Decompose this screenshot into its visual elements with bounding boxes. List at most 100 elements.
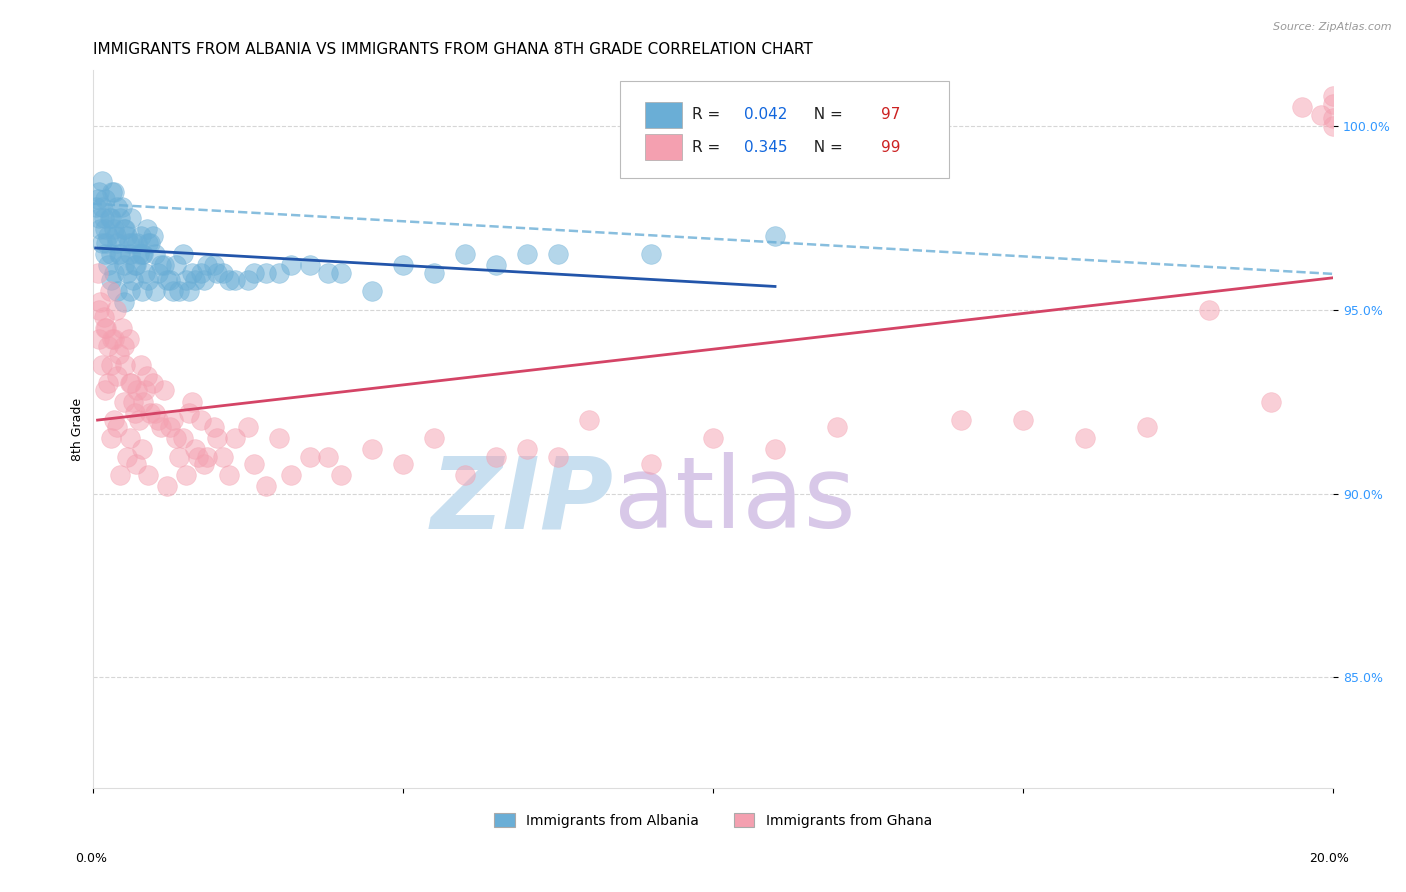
Point — [110, 247, 132, 261]
Point — [1198, 302, 1220, 317]
Point — [110, 468, 132, 483]
Point — [1322, 89, 1344, 103]
Point — [184, 273, 207, 287]
Point — [1074, 431, 1097, 445]
Point — [90, 358, 112, 372]
Point — [100, 431, 122, 445]
Text: N =: N = — [804, 140, 848, 154]
Point — [93, 310, 115, 324]
Text: R =: R = — [692, 140, 725, 154]
Point — [111, 321, 134, 335]
Point — [105, 284, 128, 298]
Point — [391, 259, 413, 273]
Point — [329, 468, 352, 483]
Point — [243, 266, 266, 280]
Point — [165, 259, 187, 273]
Point — [763, 442, 786, 457]
Point — [391, 457, 413, 471]
Point — [100, 273, 122, 287]
Point — [89, 295, 111, 310]
Point — [162, 413, 184, 427]
Point — [125, 259, 148, 273]
Point — [205, 431, 228, 445]
Point — [174, 273, 197, 287]
Point — [134, 266, 156, 280]
Point — [516, 442, 538, 457]
Point — [110, 211, 132, 225]
Text: 0.042: 0.042 — [744, 107, 787, 122]
FancyBboxPatch shape — [645, 102, 682, 128]
Point — [224, 273, 246, 287]
Point — [153, 384, 176, 398]
Point — [90, 236, 112, 251]
Point — [117, 236, 139, 251]
Point — [134, 384, 156, 398]
Text: atlas: atlas — [614, 452, 855, 549]
Point — [90, 174, 112, 188]
Point — [103, 332, 125, 346]
Y-axis label: 8th Grade: 8th Grade — [72, 398, 84, 460]
Text: N =: N = — [804, 107, 848, 122]
Point — [131, 442, 153, 457]
Point — [127, 236, 149, 251]
Point — [87, 332, 110, 346]
Point — [702, 431, 724, 445]
Point — [114, 358, 136, 372]
Point — [112, 295, 135, 310]
Point — [100, 358, 122, 372]
Point — [169, 284, 191, 298]
Point — [224, 431, 246, 445]
Point — [118, 284, 141, 298]
Point — [105, 229, 128, 244]
Point — [156, 479, 179, 493]
Point — [122, 236, 145, 251]
Point — [94, 221, 117, 235]
Point — [454, 468, 477, 483]
Point — [118, 431, 141, 445]
Point — [156, 273, 179, 287]
Point — [143, 247, 166, 261]
Point — [103, 221, 125, 235]
Point — [149, 259, 172, 273]
FancyBboxPatch shape — [620, 81, 949, 178]
Point — [1322, 112, 1344, 126]
Point — [117, 332, 139, 346]
Point — [112, 394, 135, 409]
Point — [142, 376, 165, 391]
Point — [202, 420, 225, 434]
Point — [122, 394, 145, 409]
Point — [138, 236, 160, 251]
Point — [103, 413, 125, 427]
Point — [112, 259, 135, 273]
Point — [298, 450, 321, 464]
Point — [1322, 96, 1344, 111]
Point — [159, 273, 181, 287]
Point — [124, 406, 146, 420]
Point — [205, 266, 228, 280]
Point — [190, 266, 212, 280]
Point — [169, 450, 191, 464]
Point — [298, 259, 321, 273]
Point — [94, 321, 117, 335]
Point — [138, 273, 160, 287]
Point — [87, 185, 110, 199]
Point — [100, 247, 122, 261]
Point — [212, 266, 235, 280]
Point — [146, 413, 169, 427]
Point — [87, 302, 110, 317]
Point — [97, 229, 120, 244]
Point — [98, 211, 121, 225]
Point — [105, 302, 128, 317]
Point — [177, 406, 200, 420]
Point — [132, 394, 155, 409]
Point — [280, 468, 302, 483]
Legend: Immigrants from Albania, Immigrants from Ghana: Immigrants from Albania, Immigrants from… — [486, 806, 939, 835]
Point — [547, 247, 569, 261]
Point — [146, 266, 169, 280]
Point — [86, 192, 108, 206]
Text: IMMIGRANTS FROM ALBANIA VS IMMIGRANTS FROM GHANA 8TH GRADE CORRELATION CHART: IMMIGRANTS FROM ALBANIA VS IMMIGRANTS FR… — [93, 42, 813, 57]
Point — [174, 468, 197, 483]
Point — [115, 229, 138, 244]
Point — [516, 247, 538, 261]
Point — [93, 211, 115, 225]
